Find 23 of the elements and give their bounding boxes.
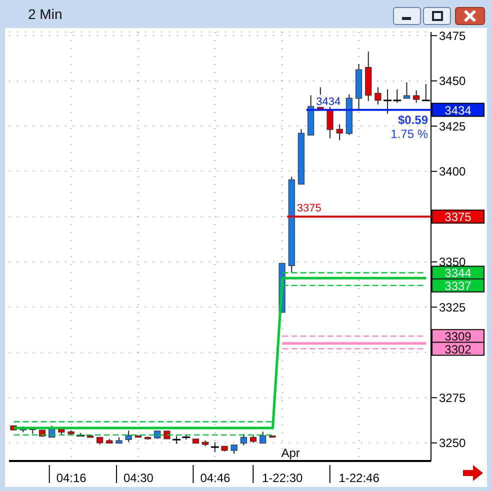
x-tick-label: 04:46: [200, 471, 231, 485]
y-tick-label: 3275: [439, 390, 466, 405]
y-tick-label: 3250: [439, 436, 466, 450]
ref-line-label: 3434: [316, 96, 341, 108]
chart-title: 2 Min: [28, 6, 62, 22]
x-tick-label: 04:30: [123, 471, 154, 485]
data-label: 3302: [444, 342, 472, 356]
annotation: Apr: [281, 446, 300, 460]
annotation: 1.75 %: [390, 126, 428, 141]
y-tick-label: 3450: [439, 74, 466, 88]
y-tick-label: 3475: [439, 28, 466, 43]
text: 3375: [444, 210, 472, 224]
data-label: 3309: [444, 330, 472, 344]
x-tick-label: 1-22:30: [262, 471, 304, 485]
y-tick-label: 3325: [439, 300, 466, 314]
ref-line-label: 3375: [296, 202, 322, 215]
data-label: 3337: [444, 278, 472, 293]
x-tick-label: 1-22:46: [338, 471, 380, 485]
text: 3434: [444, 103, 472, 118]
y-tick-label: 3425: [439, 119, 466, 134]
annotation: $0.59: [398, 112, 428, 127]
x-tick-label: 04:16: [56, 471, 87, 485]
y-tick-label: 3400: [439, 164, 466, 179]
